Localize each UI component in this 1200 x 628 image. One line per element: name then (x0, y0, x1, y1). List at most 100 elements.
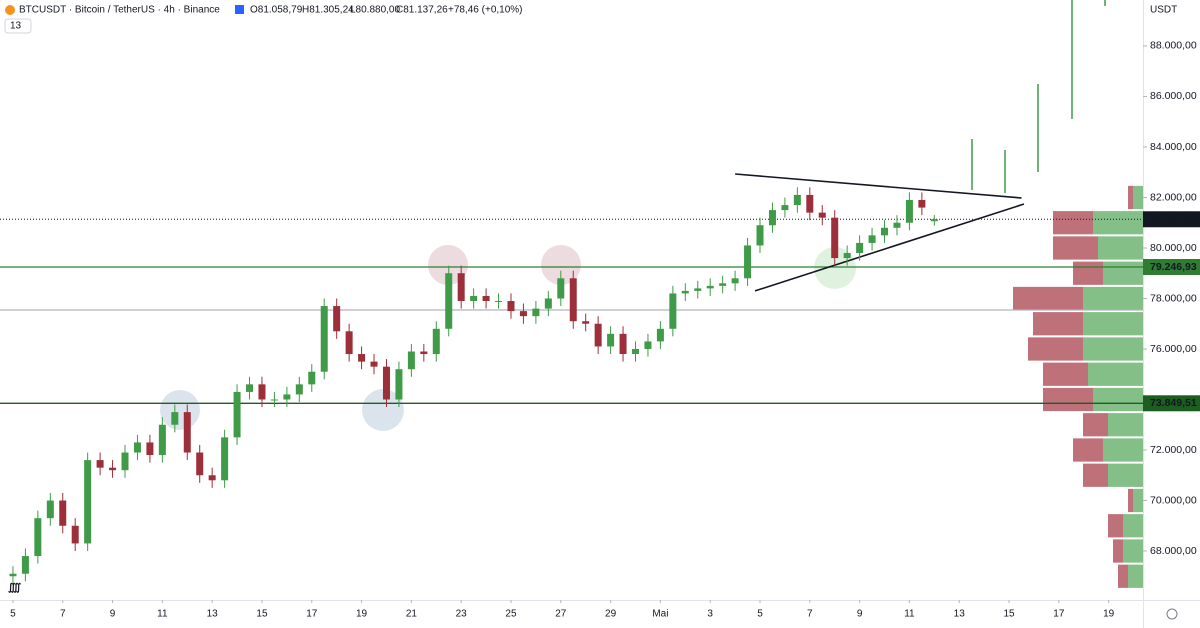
x-tick-label: 7 (60, 609, 66, 620)
x-tick-label: 15 (256, 609, 268, 620)
candle-body (694, 288, 702, 291)
y-tick-label: 76.000,00 (1150, 343, 1197, 355)
x-tick-label: 13 (207, 609, 219, 620)
candle-body (358, 354, 366, 362)
x-tick-label: 9 (110, 609, 116, 620)
volume-down-bar (1083, 463, 1108, 487)
candle-body (544, 298, 552, 309)
price-label-box (1143, 395, 1200, 412)
candle-body (283, 394, 291, 400)
candle-body (495, 301, 503, 303)
candle-body (706, 285, 714, 289)
volume-down-bar (1128, 488, 1133, 513)
candle-body (333, 306, 341, 332)
x-tick-label: 27 (555, 609, 567, 620)
y-tick-label: 68.000,00 (1150, 545, 1197, 557)
candle-body (532, 308, 540, 317)
candle-body (594, 323, 602, 347)
highlight-circle (362, 389, 404, 431)
x-tick-label: 15 (1003, 609, 1015, 620)
y-tick-label: 84.000,00 (1150, 141, 1197, 153)
candle-body (569, 278, 577, 322)
trend-line (754, 203, 1025, 292)
ohlc-close: C81.137,26 (396, 5, 448, 16)
y-tick-label: 88.000,00 (1150, 40, 1197, 52)
x-tick-label: 19 (1103, 609, 1115, 620)
candle-body (905, 200, 913, 223)
candle-body (507, 301, 515, 312)
candle-body (133, 442, 141, 453)
x-tick-label: 13 (954, 609, 966, 620)
candle-body (320, 306, 328, 372)
candle-body (619, 333, 627, 355)
candle-body (146, 442, 154, 456)
coin-icon (5, 5, 15, 15)
x-tick-label: 29 (605, 609, 617, 620)
y-tick-label: 80.000,00 (1150, 242, 1197, 254)
price-label: 73.849,51 (1150, 397, 1197, 409)
candle-body (34, 518, 42, 557)
price-axis: 68.000,0070.000,0072.000,0074.000,0076.0… (1143, 40, 1200, 557)
volume-down-bar (1083, 413, 1108, 437)
x-tick-label: 11 (904, 609, 915, 620)
candle-body (171, 412, 179, 425)
candle-body (918, 200, 926, 208)
candle-body (208, 475, 216, 481)
ohlc-low: L80.880,00 (350, 5, 400, 16)
x-tick-label: 7 (807, 609, 813, 620)
candle-body (781, 205, 789, 211)
volume-up-bar (1108, 463, 1143, 487)
exchange-icon (235, 5, 244, 14)
volume-up-bar (1123, 514, 1143, 538)
candle-body (457, 273, 465, 302)
candle-body (158, 424, 166, 456)
price-label-box (1143, 258, 1200, 275)
candle-body (519, 311, 527, 317)
price-label-box (1143, 211, 1200, 228)
plot-area (0, 0, 1143, 588)
candle-body (731, 278, 739, 284)
volume-down-bar (1028, 337, 1083, 361)
x-tick-label: 9 (857, 609, 863, 620)
candle-body (345, 331, 353, 355)
candle-body (806, 194, 814, 213)
candle-body (46, 500, 54, 519)
candle-body (607, 333, 615, 347)
candle-body (644, 341, 652, 349)
x-tick-label: 17 (306, 609, 318, 620)
candle-body (270, 399, 278, 401)
y-tick-label: 86.000,00 (1150, 90, 1197, 102)
volume-down-bar (1073, 438, 1103, 462)
candle-body (445, 273, 453, 329)
candle-body (382, 366, 390, 400)
candle-body (121, 452, 129, 471)
volume-up-bar (1103, 438, 1143, 462)
y-tick-label: 70.000,00 (1150, 494, 1197, 506)
candle-body (856, 242, 864, 254)
x-tick-label: 17 (1053, 609, 1065, 620)
candle-body (768, 210, 776, 226)
candle-body (482, 295, 490, 302)
volume-up-bar (1128, 564, 1143, 588)
projection (971, 0, 1106, 193)
candle-body (59, 500, 67, 526)
currency-label[interactable]: USDT (1150, 5, 1177, 16)
candle-body (656, 328, 664, 342)
candle-body (96, 460, 104, 468)
ohlc-open: O81.058,79 (250, 5, 303, 16)
volume-down-bar (1113, 539, 1123, 563)
volume-down-bar (1108, 514, 1123, 538)
candle-body (221, 437, 229, 481)
x-tick-label: 3 (707, 609, 713, 620)
logo: ⨌ (8, 583, 21, 594)
candle-body (756, 225, 764, 246)
price-label: 81.137,26 (1150, 213, 1197, 225)
settings-icon[interactable] (1166, 608, 1178, 620)
ohlc-change: +78,46 (+0,10%) (448, 5, 523, 16)
indicator-toggle[interactable] (4, 18, 32, 34)
candle-body (258, 384, 266, 400)
candle-body (719, 283, 727, 286)
candle-body (893, 222, 901, 228)
candle-body (109, 467, 117, 471)
